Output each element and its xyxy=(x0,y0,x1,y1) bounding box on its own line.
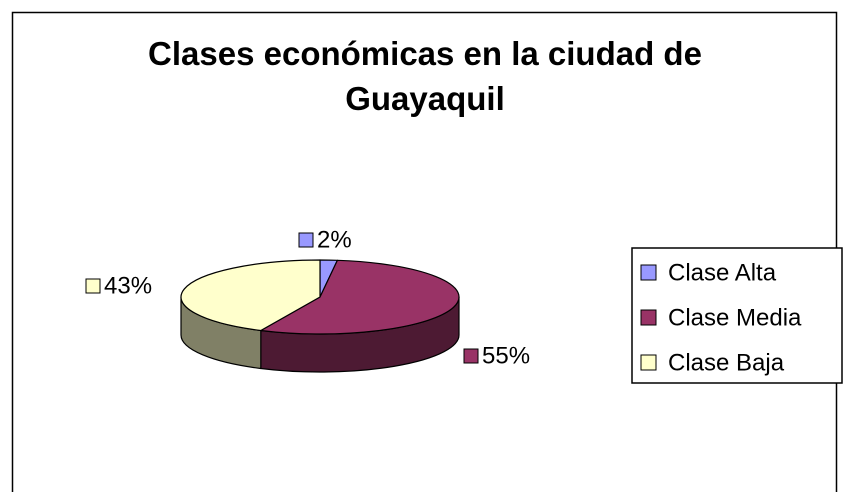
label-swatch xyxy=(463,348,479,364)
data-label: 43% xyxy=(104,272,152,299)
data-labels: 2% 55% 43% xyxy=(85,226,530,369)
slice-top xyxy=(180,259,321,332)
data-label: 2% xyxy=(317,226,352,253)
label-swatch xyxy=(85,278,101,294)
slice-top xyxy=(260,259,460,335)
legend: Clase Alta Clase Media Clase Baja xyxy=(640,259,802,376)
pie-slice xyxy=(180,259,321,370)
legend-label: Clase Media xyxy=(668,304,802,331)
data-label: 55% xyxy=(482,342,530,369)
legend-label: Clase Alta xyxy=(668,259,777,286)
legend-swatch xyxy=(640,354,657,371)
legend-swatch xyxy=(640,309,657,326)
label-swatch xyxy=(298,232,314,248)
legend-label: Clase Baja xyxy=(668,349,785,376)
legend-swatch xyxy=(640,264,657,281)
pie xyxy=(180,259,460,373)
pie-slice xyxy=(260,259,460,373)
legend-box xyxy=(631,247,843,384)
chart-title: Clases económicas en la ciudad de Guayaqu… xyxy=(148,35,702,117)
